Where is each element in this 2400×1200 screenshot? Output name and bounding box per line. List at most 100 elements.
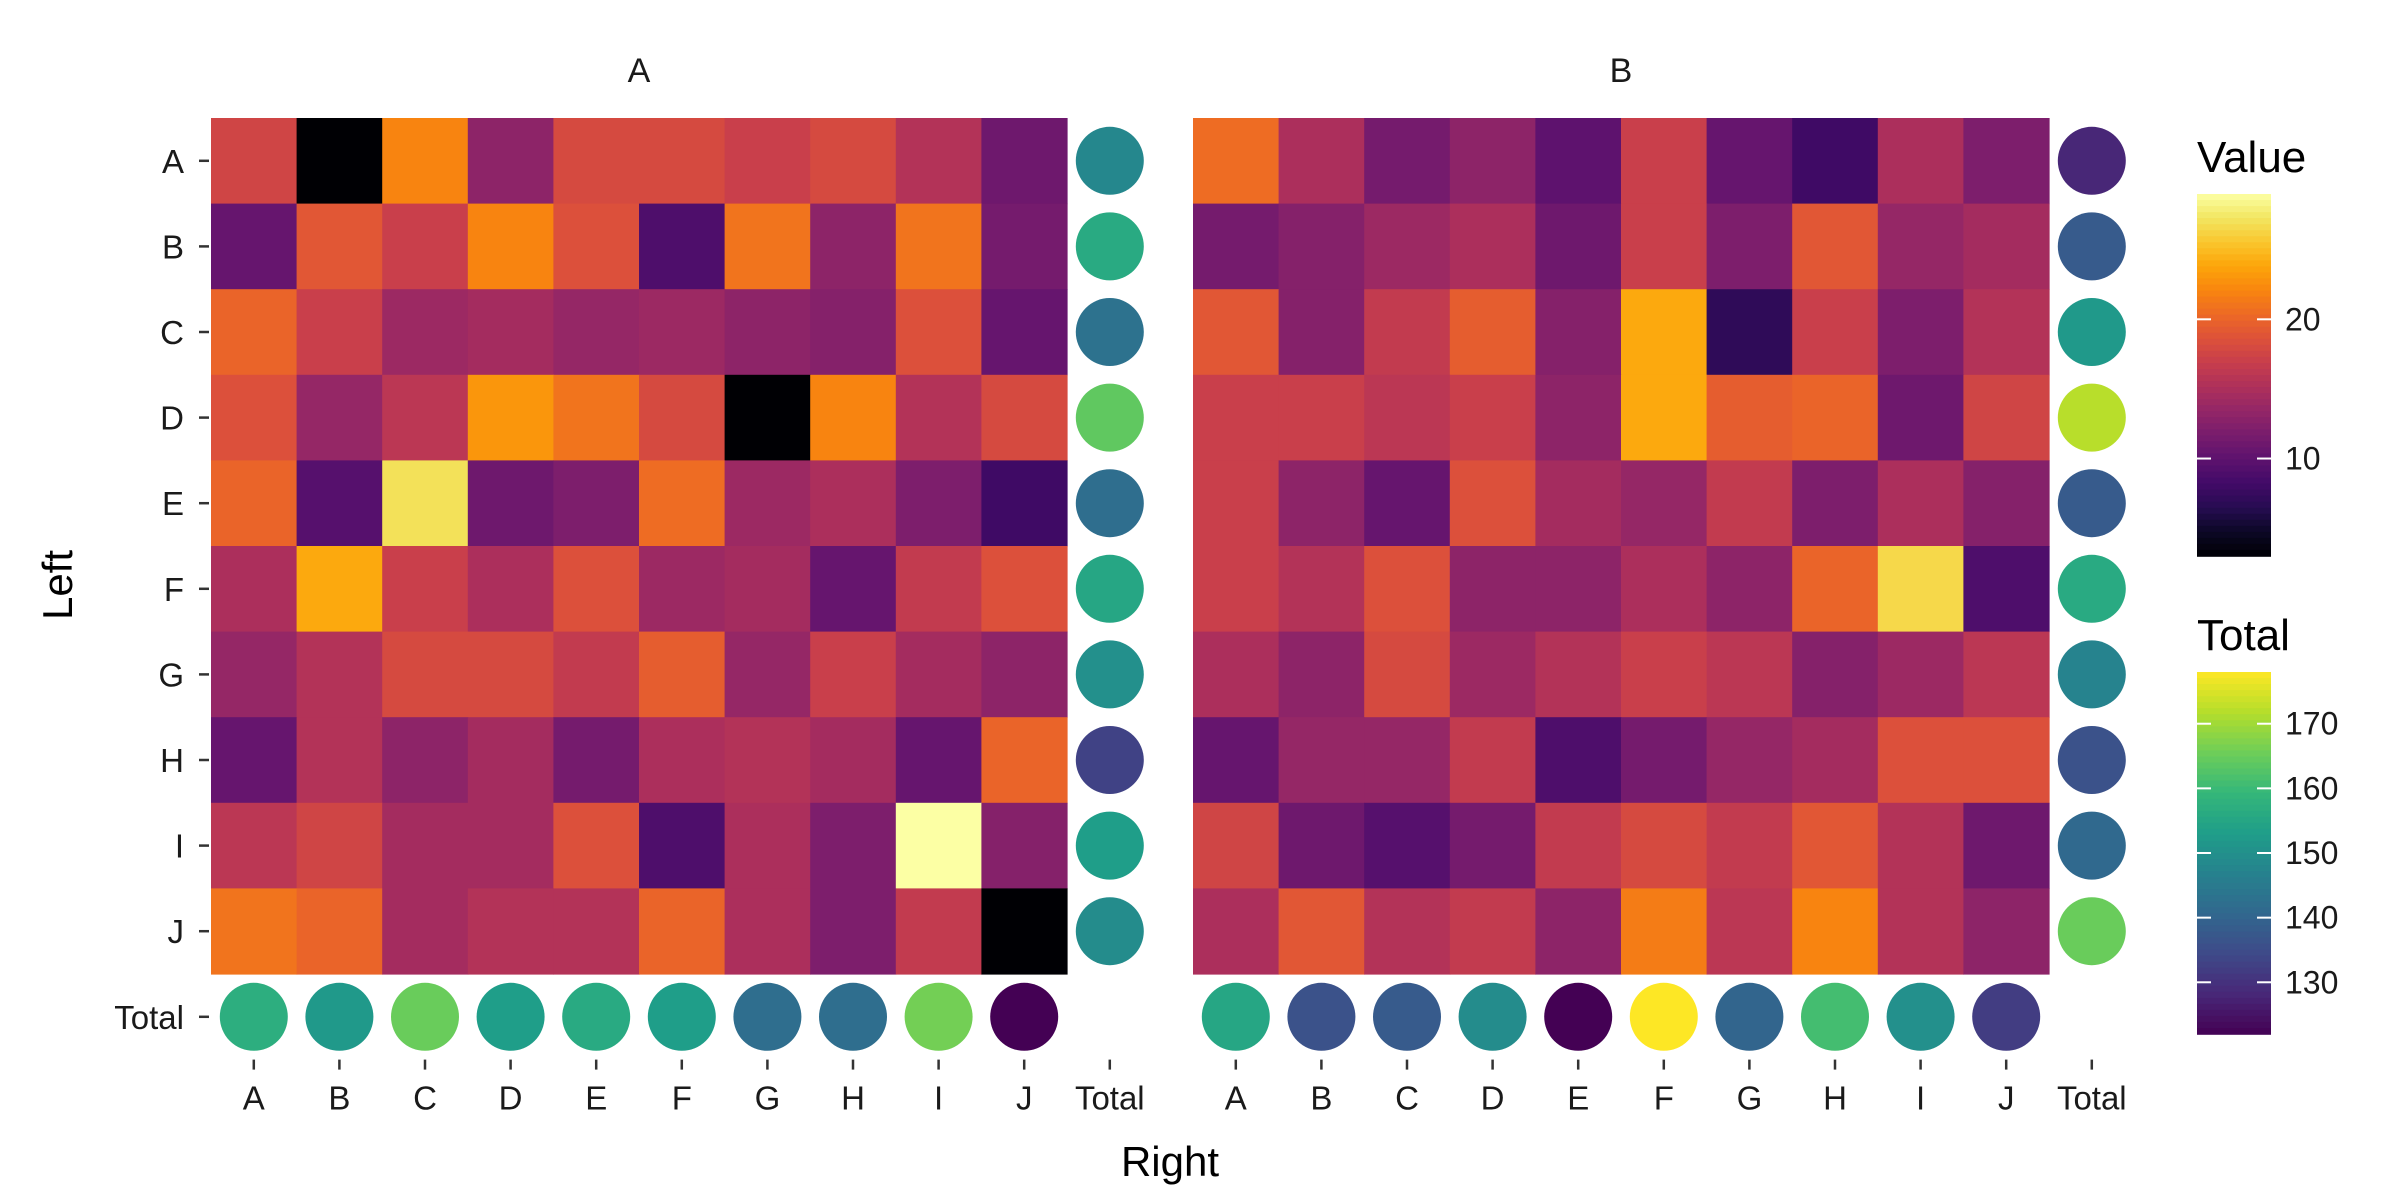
- heatmap-cell: [1877, 631, 1964, 718]
- row-total-point: [1075, 469, 1144, 538]
- row-total-point: [2057, 897, 2126, 966]
- heatmap-cell: [553, 289, 640, 376]
- colorbar-segment: [2197, 750, 2271, 758]
- row-total-point: [2057, 811, 2126, 880]
- heatmap-cell: [810, 631, 897, 718]
- heatmap-cell: [1449, 546, 1536, 633]
- heatmap-cell: [639, 717, 726, 804]
- col-total-point: [1373, 982, 1441, 1051]
- heatmap-cell: [895, 203, 982, 290]
- x-tick-label: F: [1654, 1080, 1674, 1117]
- colorbar-segment: [2197, 786, 2271, 794]
- x-tick-label: H: [1823, 1080, 1847, 1117]
- x-tick-label: B: [1310, 1080, 1332, 1117]
- colorbar-segment: [2197, 684, 2271, 691]
- colorbar-segment: [2197, 955, 2271, 963]
- colorbar-segment: [2197, 411, 2271, 419]
- colorbar-segment: [2197, 332, 2271, 340]
- heatmap-cell: [1535, 888, 1622, 975]
- row-total-point: [1075, 212, 1144, 281]
- colorbar-segment: [2197, 756, 2271, 764]
- heatmap-cell: [1877, 118, 1964, 205]
- colorbar-tick-label: 160: [2285, 770, 2338, 806]
- colorbar-segment: [2197, 834, 2271, 842]
- colorbar-segment: [2197, 732, 2271, 740]
- heatmap-cell: [382, 289, 469, 376]
- heatmap-cell: [1193, 802, 1280, 889]
- heatmap-cell: [1364, 546, 1451, 633]
- heatmap-cell: [467, 631, 554, 718]
- row-total-point: [1075, 811, 1144, 880]
- heatmap-cell: [1535, 546, 1622, 633]
- heatmap-cell: [1535, 118, 1622, 205]
- heatmap-cell: [1449, 289, 1536, 376]
- heatmap-cell: [1278, 118, 1365, 205]
- colorbar-segment: [2197, 768, 2271, 776]
- heatmap-cell: [1278, 374, 1365, 461]
- colorbar-segment: [2197, 320, 2271, 328]
- colorbar-segment: [2197, 991, 2271, 999]
- heatmap-cell: [211, 546, 298, 633]
- heatmap-cell: [981, 546, 1068, 633]
- x-tick-label: A: [1225, 1080, 1247, 1117]
- colorbar-segment: [2197, 344, 2271, 352]
- heatmap-cell: [382, 631, 469, 718]
- heatmap-cell: [211, 374, 298, 461]
- heatmap-cell: [1792, 888, 1879, 975]
- colorbar-segment: [2197, 738, 2271, 746]
- colorbar-segment: [2197, 326, 2271, 334]
- y-axis-title: Left: [34, 550, 81, 620]
- heatmap-cell: [639, 203, 726, 290]
- heatmap-cell: [382, 460, 469, 547]
- value-legend-title: Value: [2197, 133, 2306, 182]
- col-total-point: [1287, 982, 1356, 1051]
- colorbar-segment: [2197, 798, 2271, 806]
- colorbar-segment: [2197, 871, 2271, 878]
- heatmap-cell: [724, 888, 811, 975]
- heatmap-cell: [1193, 631, 1280, 718]
- heatmap-cell: [1535, 717, 1622, 804]
- heatmap-cell: [296, 888, 383, 975]
- y-tick-label: G: [158, 656, 184, 693]
- colorbar-segment: [2197, 314, 2271, 322]
- row-total-point: [1075, 640, 1144, 709]
- facet-title: B: [1610, 52, 1633, 90]
- heatmap-cell: [724, 203, 811, 290]
- colorbar-segment: [2197, 260, 2271, 268]
- colorbar-segment: [2197, 417, 2271, 425]
- y-tick-label: Total: [114, 999, 184, 1036]
- row-total-point: [1075, 126, 1144, 195]
- heatmap-cell: [553, 374, 640, 461]
- heatmap-cell: [467, 374, 554, 461]
- row-total-point: [2057, 298, 2126, 366]
- row-total-point: [1075, 726, 1144, 794]
- row-total-point: [1075, 897, 1144, 966]
- heatmap-cell: [553, 888, 640, 975]
- colorbar-segment: [2197, 726, 2271, 734]
- colorbar-segment: [2197, 792, 2271, 800]
- x-tick-label: G: [1737, 1080, 1763, 1117]
- colorbar-segment: [2197, 423, 2271, 431]
- heatmap-cell: [211, 631, 298, 718]
- heatmap-cell: [1706, 717, 1793, 804]
- facet-A: A A B C D E F G H I J Total: [211, 52, 1145, 1117]
- heatmap-cell: [895, 289, 982, 376]
- col-total-point: [305, 982, 374, 1051]
- colorbar-segment: [2197, 804, 2271, 812]
- y-tick-label: F: [164, 571, 184, 608]
- heatmap-cell: [1706, 888, 1793, 975]
- colorbar-segment: [2197, 1009, 2271, 1017]
- heatmap-cell: [211, 888, 298, 975]
- colorbar-segment: [2197, 846, 2271, 854]
- colorbar-segment: [2197, 435, 2271, 443]
- heatmap-cell: [639, 631, 726, 718]
- heatmap-cell: [1792, 118, 1879, 205]
- colorbar-segment: [2197, 477, 2271, 485]
- facet-title: A: [628, 52, 651, 90]
- facet-B: B A B C D E F G H I J Total: [1193, 52, 2127, 1117]
- heatmap-cell: [1706, 203, 1793, 290]
- colorbar-segment: [2197, 266, 2271, 274]
- heatmap-cell: [1449, 802, 1536, 889]
- x-tick-label: A: [243, 1080, 265, 1117]
- colorbar-segment: [2197, 901, 2271, 909]
